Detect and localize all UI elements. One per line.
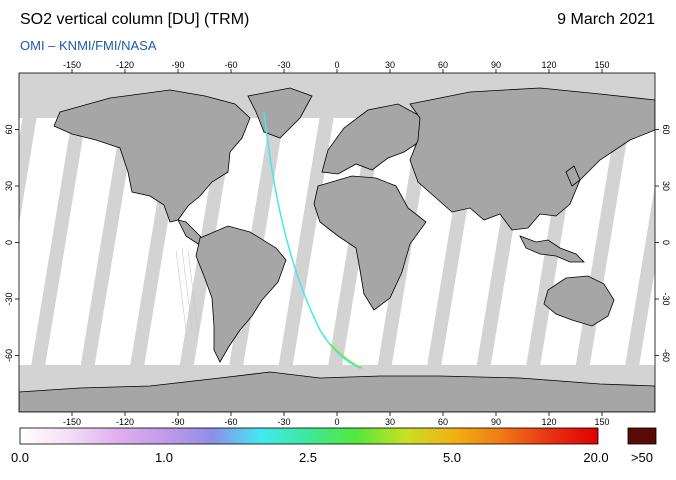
lon-tick-label-bottom: -90 xyxy=(171,417,184,427)
lon-tick-label-bottom: -30 xyxy=(277,417,290,427)
lat-tick-label-left: -60 xyxy=(4,349,14,362)
orbit-gap-stripe xyxy=(568,73,638,412)
map-layers xyxy=(19,73,655,412)
lon-tick-label-top: 150 xyxy=(594,60,609,70)
lon-tick-label-top: -150 xyxy=(63,60,81,70)
antarctica xyxy=(19,371,655,412)
lat-tick-label-left: 30 xyxy=(4,181,14,191)
lon-tick-label-top: -60 xyxy=(224,60,237,70)
orbit-gap-stripe xyxy=(617,184,655,412)
track-streak-cyan xyxy=(263,111,361,369)
colorbar-label-5: >50 xyxy=(631,450,653,465)
colorbar: 0.0 1.0 2.5 5.0 20.0 >50 xyxy=(11,427,657,465)
colorbar-overflow-box xyxy=(627,427,657,445)
map-title: SO2 vertical column [DU] (TRM) xyxy=(20,11,250,28)
lon-tick-label-bottom: -60 xyxy=(224,417,237,427)
swath-artefacts xyxy=(175,247,199,333)
australia xyxy=(543,275,615,327)
orbit-gap-stripe xyxy=(19,73,44,225)
lat-tick-label-left: 0 xyxy=(4,240,14,245)
colorbar-label-2: 2.5 xyxy=(299,450,317,465)
lon-tick-label-top: 90 xyxy=(491,60,501,70)
data-source-credit: OMI – KNMI/FMI/NASA xyxy=(20,38,157,53)
lon-tick-label-bottom: -150 xyxy=(63,417,81,427)
orbit-gap-stripe xyxy=(23,73,94,412)
lon-tick-label-top: 60 xyxy=(438,60,448,70)
north-america xyxy=(53,89,251,223)
lat-tick-label-right: -60 xyxy=(661,349,671,362)
africa xyxy=(313,175,427,311)
lat-tick-label-left: 60 xyxy=(4,124,14,134)
lon-tick-label-top: -120 xyxy=(116,60,134,70)
lat-tick-label-right: 60 xyxy=(661,124,671,134)
lon-tick-label-top: -90 xyxy=(171,60,184,70)
lon-tick-label-top: 0 xyxy=(334,60,339,70)
greenland xyxy=(247,87,313,139)
lon-tick-label-top: 30 xyxy=(385,60,395,70)
lat-tick-label-right: 0 xyxy=(661,240,671,245)
land-masses xyxy=(19,87,655,412)
map-axes: -150 -150 -120 -120 -90 -90 -60 -60 -30 -30 0 0 30 30… xyxy=(4,60,671,427)
japan xyxy=(565,165,581,187)
colorbar-label-1: 1.0 xyxy=(155,450,173,465)
colorbar-label-0: 0.0 xyxy=(11,450,29,465)
lon-tick-label-bottom: 0 xyxy=(334,417,339,427)
lon-tick-label-top: -30 xyxy=(277,60,290,70)
lon-tick-label-bottom: -120 xyxy=(116,417,134,427)
colorbar-gradient xyxy=(19,427,599,445)
colorbar-label-4: 20.0 xyxy=(583,450,608,465)
lat-tick-label-right: 30 xyxy=(661,181,671,191)
southeast-asia-islands xyxy=(519,235,585,263)
lat-tick-label-left: -30 xyxy=(4,292,14,305)
map-date: 9 March 2021 xyxy=(557,11,655,28)
orbit-gap-stripe xyxy=(271,73,341,412)
colorbar-label-3: 5.0 xyxy=(443,450,461,465)
lon-tick-label-bottom: 90 xyxy=(491,417,501,427)
lon-tick-label-bottom: 30 xyxy=(385,417,395,427)
lat-tick-label-right: -30 xyxy=(661,292,671,305)
asia xyxy=(409,87,655,231)
lon-tick-label-top: 120 xyxy=(541,60,556,70)
lon-tick-label-bottom: 120 xyxy=(541,417,556,427)
lon-tick-label-bottom: 150 xyxy=(594,417,609,427)
track-streak-green xyxy=(329,343,363,369)
south-america xyxy=(195,225,287,363)
lon-tick-label-bottom: 60 xyxy=(438,417,448,427)
